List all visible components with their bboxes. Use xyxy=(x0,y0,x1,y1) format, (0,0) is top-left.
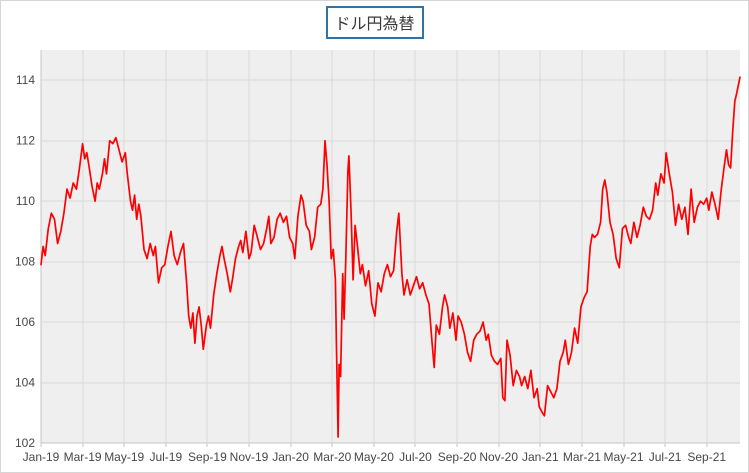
x-tick-label: Sep-19 xyxy=(188,450,227,464)
x-tick-label: Mar-21 xyxy=(563,450,601,464)
y-tick-label: 114 xyxy=(16,73,35,87)
x-tick-label: Jul-19 xyxy=(149,450,182,464)
usdjpy-series-line xyxy=(40,76,741,438)
x-tick-label: May-21 xyxy=(603,450,643,464)
x-tick-label: Jan-21 xyxy=(522,450,559,464)
x-tick-label: Jan-19 xyxy=(23,450,60,464)
y-tick-label: 108 xyxy=(15,255,35,269)
y-tick-label: 112 xyxy=(16,134,35,148)
y-tick-label: 106 xyxy=(15,315,35,329)
y-tick-label: 102 xyxy=(15,436,35,450)
x-tick-label: Sep-21 xyxy=(687,450,726,464)
y-tick-label: 110 xyxy=(16,194,35,208)
x-tick-label: Mar-20 xyxy=(313,450,351,464)
x-tick-label: Jul-21 xyxy=(649,450,682,464)
x-tick-label: Mar-19 xyxy=(64,450,102,464)
gridlines xyxy=(40,50,740,444)
chart-title: ドル円為替 xyxy=(325,6,424,39)
x-tick-label: Jul-20 xyxy=(399,450,432,464)
x-tick-label: May-20 xyxy=(354,450,394,464)
plot-background xyxy=(41,50,740,443)
x-tick-label: May-19 xyxy=(104,450,144,464)
x-tick-label: Nov-19 xyxy=(230,450,269,464)
axis-lines xyxy=(40,50,740,447)
y-tick-label: 104 xyxy=(15,376,35,390)
x-tick-label: Jan-20 xyxy=(272,450,309,464)
x-tick-label: Nov-20 xyxy=(479,450,518,464)
x-tick-label: Sep-20 xyxy=(438,450,477,464)
